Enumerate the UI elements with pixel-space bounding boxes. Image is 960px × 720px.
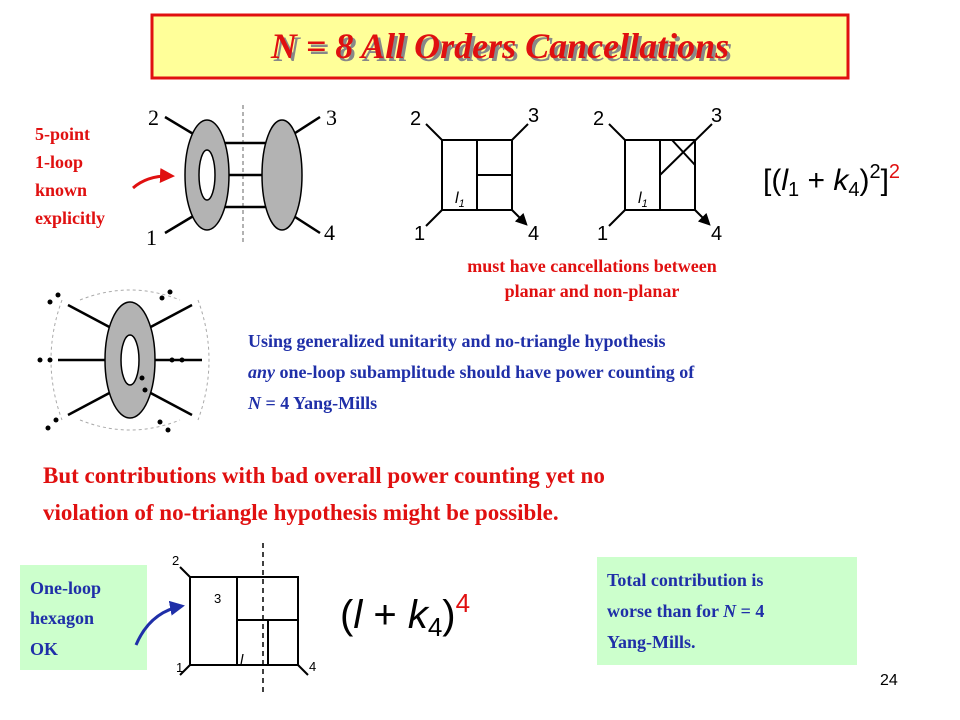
leg-label: 2	[172, 553, 179, 568]
title-box: N = 8 All Orders Cancellations N = 8 All…	[150, 13, 850, 80]
leg-label: 4	[309, 659, 316, 674]
leg-label: 1	[176, 660, 183, 675]
warning: But contributions with bad overall power…	[43, 463, 605, 525]
note-line: Yang-Mills.	[607, 632, 696, 652]
planar-diagram: 2 3 1 4 l1	[410, 105, 539, 245]
note-line: Total contribution is	[607, 570, 763, 590]
nonplanar-diagram: 2 3 1 4 l1	[593, 105, 722, 245]
total-note: Total contribution is worse than for N =…	[607, 570, 764, 652]
leg-label: 3	[711, 105, 722, 127]
leg-label: 1	[414, 223, 425, 245]
title-shadow: N = 8 All Orders Cancellations	[273, 29, 732, 69]
five-point-note: 5-point 1-loop known explicitly	[35, 124, 105, 228]
text-line: any one-loop subamplitude should have po…	[248, 362, 695, 382]
leg-label: 4	[324, 220, 335, 245]
note-line: 1-loop	[35, 152, 83, 172]
unitarity-text: Using generalized unitarity and no-trian…	[247, 331, 695, 413]
page-number: 24	[880, 672, 898, 689]
hexagon-note-box	[20, 565, 147, 670]
text-line: Using generalized unitarity and no-trian…	[248, 331, 666, 351]
leg-label: 4	[528, 223, 539, 245]
leg-label: 1	[146, 225, 157, 250]
title: N = 8 All Orders Cancellations	[270, 26, 729, 66]
caption-line: must have cancellations between	[467, 256, 716, 276]
leg-label: 3	[326, 105, 337, 130]
note-line: OK	[30, 639, 58, 659]
warning-line: violation of no-triangle hypothesis migh…	[43, 500, 559, 525]
formula-bottom: (l + k4)4	[340, 588, 470, 642]
loop-label: l	[240, 652, 244, 669]
leg-label: 3	[214, 591, 221, 606]
hexagon-diagram: 2 3 1 4 l	[172, 543, 316, 692]
leg-label: 1	[597, 223, 608, 245]
hexagon-note: One-loop hexagon OK	[30, 578, 101, 659]
note-line: 5-point	[35, 124, 90, 144]
blue-arrow	[134, 600, 185, 646]
pentagon-diagram: 2 3 1 4	[146, 105, 337, 250]
leg-label: 4	[711, 223, 722, 245]
warning-line: But contributions with bad overall power…	[43, 463, 605, 488]
total-note-box	[597, 557, 857, 665]
loop-label: l1	[638, 190, 648, 210]
note-line: One-loop	[30, 578, 101, 598]
one-loop-diagram	[37, 289, 210, 433]
note-line: worse than for N = 4	[607, 601, 764, 621]
leg-label: 2	[410, 108, 421, 130]
note-line: explicitly	[35, 208, 105, 228]
leg-label: 2	[593, 108, 604, 130]
leg-label: 2	[148, 105, 159, 130]
formula-top: [(l1 + k4)2]2	[763, 161, 900, 201]
text-line: N = 4 Yang-Mills	[247, 393, 377, 413]
red-arrow	[132, 168, 175, 190]
loop-label: l1	[455, 190, 465, 210]
note-line: hexagon	[30, 608, 94, 628]
caption-line: planar and non-planar	[505, 281, 680, 301]
caption: must have cancellations between planar a…	[467, 256, 716, 301]
note-line: known	[35, 180, 87, 200]
leg-label: 3	[528, 105, 539, 127]
